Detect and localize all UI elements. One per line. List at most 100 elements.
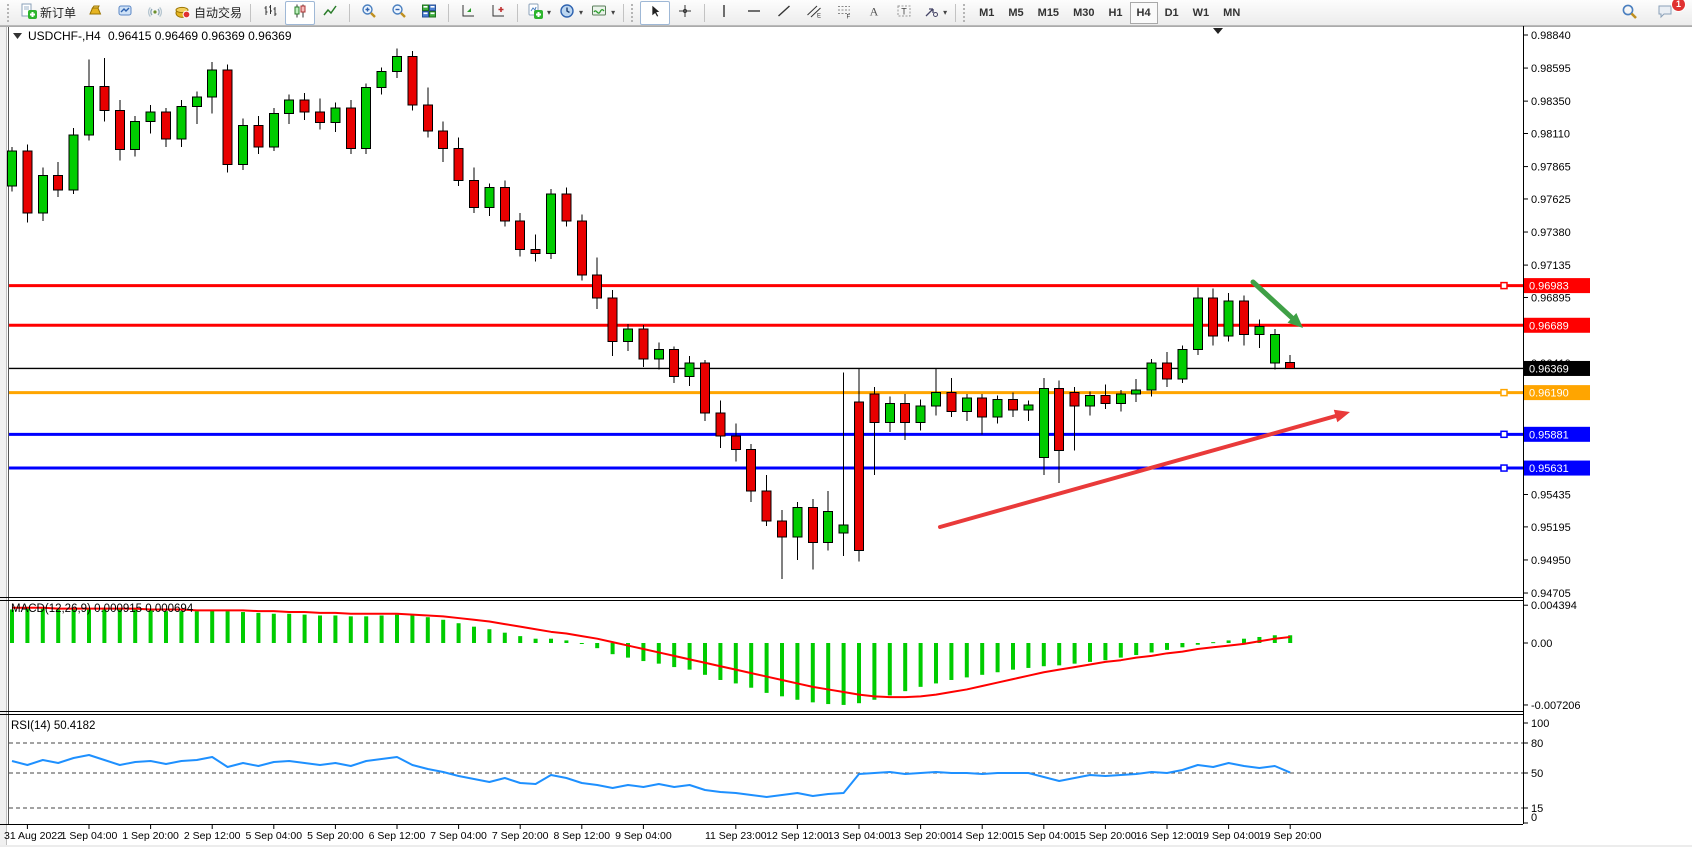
current-price-badge: [1524, 360, 1590, 376]
candle-bear: [407, 56, 418, 106]
fibonacci-button[interactable]: F: [829, 1, 859, 25]
main-toolbar: 新订单 自动交易 ▾ ▾ ▾ E F A T ▾ M1 M5 M15 M30 H1 H4 D1 W1 MN 1: [0, 0, 1692, 26]
zoom-out-button[interactable]: [384, 1, 414, 25]
zoom-in-button[interactable]: [354, 1, 384, 25]
market-watch-button[interactable]: [110, 1, 140, 25]
candle-bull: [1192, 297, 1203, 350]
trendline-button[interactable]: [769, 1, 799, 25]
autotrading-label: 自动交易: [194, 6, 243, 20]
hline-button[interactable]: [739, 1, 769, 25]
channel-button[interactable]: E: [799, 1, 829, 25]
gold-button[interactable]: [80, 1, 110, 25]
macd-bar: [71, 609, 76, 643]
macd-bar: [1026, 643, 1031, 668]
autotrading-button[interactable]: 自动交易: [170, 1, 246, 25]
vline-button[interactable]: [709, 1, 739, 25]
line-anchor-marker[interactable]: [1500, 464, 1508, 472]
time-axis-label: 19 Sep 04:00: [1197, 830, 1260, 842]
macd-bar: [564, 640, 569, 643]
time-axis-label: 31 Aug 2022: [4, 830, 63, 842]
line-anchor-marker[interactable]: [1500, 281, 1508, 290]
price-axis-tick: 0.96895: [1531, 292, 1571, 304]
macd-bar: [117, 608, 122, 643]
svg-text:F: F: [847, 15, 851, 20]
candle-bear: [515, 220, 526, 251]
chart-menu-toggle[interactable]: [13, 33, 22, 39]
macd-bar: [595, 643, 600, 649]
level-badge-text: 0.95631: [1529, 463, 1569, 475]
signals-button[interactable]: [140, 1, 170, 25]
new-order-button[interactable]: 新订单: [16, 1, 80, 25]
candle-bear: [1100, 394, 1111, 404]
text-label-button[interactable]: T: [889, 1, 919, 25]
bar-chart-button[interactable]: [255, 1, 285, 25]
timeframe-w1[interactable]: W1: [1192, 6, 1210, 19]
candle-bear: [99, 85, 110, 112]
time-axis-label: 5 Sep 20:00: [307, 830, 364, 842]
indicator-add-window-icon: [490, 3, 506, 22]
price-axis-tick: 0.95435: [1531, 490, 1571, 502]
sell-arrow-down[interactable]: [1250, 279, 1303, 328]
rsi-axis-tick: 80: [1531, 738, 1543, 750]
candle-bull: [176, 106, 187, 140]
candle-bear: [761, 490, 772, 522]
price-axis-tick: 0.97380: [1531, 227, 1571, 239]
line-chart-button[interactable]: [315, 1, 345, 25]
macd-bar: [518, 636, 523, 643]
add-indicator-button[interactable]: ▾: [522, 1, 555, 25]
chart-shift-marker[interactable]: [1213, 28, 1223, 34]
macd-bar: [194, 611, 199, 643]
periods-clock-button[interactable]: ▾: [555, 1, 587, 25]
timeframe-h4[interactable]: H4: [1129, 1, 1158, 24]
indicator-window-button[interactable]: [453, 1, 483, 25]
rsi-label: RSI(14) 50.4182: [11, 720, 95, 732]
trend-arrow-up[interactable]: [938, 409, 1350, 529]
macd-label: MACD(12,26,9) 0.000915 0.000694: [11, 603, 194, 615]
macd-bar: [949, 643, 954, 680]
candle-bull: [823, 510, 834, 543]
chevron-down-icon[interactable]: ▾: [611, 8, 616, 17]
candle-bull: [546, 193, 556, 255]
price-axis-tick: 0.98350: [1531, 96, 1571, 108]
search-button[interactable]: [1614, 1, 1644, 25]
candle-bear: [669, 348, 680, 377]
toolbar-grip[interactable]: [963, 3, 969, 22]
toolbar-separator: [704, 3, 706, 22]
timeframe-m1[interactable]: M1: [979, 6, 995, 19]
line-anchor-marker[interactable]: [1500, 430, 1508, 439]
candle-bull: [1085, 394, 1095, 407]
chevron-down-icon[interactable]: ▾: [547, 8, 552, 17]
indicator-add-window-button[interactable]: [483, 1, 513, 25]
bar-chart-icon: [262, 3, 278, 22]
chevron-down-icon[interactable]: ▾: [943, 8, 948, 17]
timeframe-m15[interactable]: M15: [1037, 6, 1060, 19]
candle-bear: [746, 448, 757, 492]
macd-bar: [1226, 640, 1231, 643]
timeframe-m30[interactable]: M30: [1073, 6, 1095, 19]
line-anchor-marker[interactable]: [1500, 388, 1508, 397]
fibonacci-icon: F: [836, 3, 852, 22]
timeframe-mn[interactable]: MN: [1223, 6, 1241, 19]
candle-bull: [653, 348, 664, 360]
candle-chart-icon: [292, 3, 308, 22]
toolbar-grip[interactable]: [631, 3, 637, 22]
tile-windows-button[interactable]: [414, 1, 444, 25]
macd-bar: [903, 643, 908, 692]
timeframe-d1[interactable]: D1: [1164, 6, 1179, 19]
cursor-button[interactable]: [640, 0, 671, 25]
templates-button[interactable]: ▾: [587, 1, 619, 25]
candle-bear: [422, 104, 433, 132]
toolbar-grip[interactable]: [7, 3, 13, 22]
candle-bull: [884, 402, 895, 423]
candle-bull: [7, 150, 17, 187]
timeframe-h1[interactable]: H1: [1108, 6, 1123, 19]
candle-chart-button[interactable]: [285, 0, 316, 25]
candle-bull: [68, 134, 79, 191]
text-button[interactable]: A: [859, 1, 889, 25]
timeframe-m5[interactable]: M5: [1008, 6, 1024, 19]
candle-bull: [84, 85, 94, 136]
crosshair-button[interactable]: [670, 1, 700, 25]
shapes-button[interactable]: ▾: [919, 1, 951, 25]
candle-bear: [222, 69, 233, 166]
chevron-down-icon[interactable]: ▾: [579, 8, 584, 17]
